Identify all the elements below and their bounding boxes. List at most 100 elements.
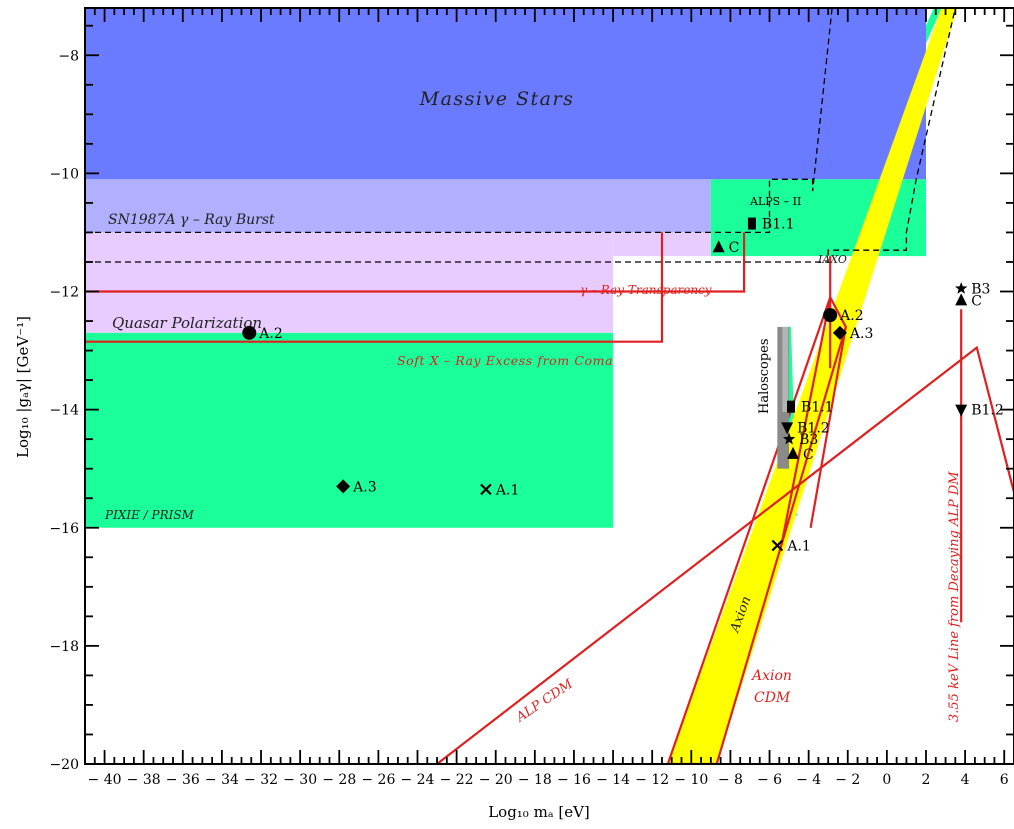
label-sn1987a: SN1987A γ – Ray Burst xyxy=(108,212,275,228)
point-label: A.2 xyxy=(839,308,863,324)
square-marker xyxy=(787,400,796,413)
circle-marker xyxy=(242,325,257,340)
region-3 xyxy=(85,179,711,233)
point-label: B1.2 xyxy=(797,420,830,436)
x-marker-b xyxy=(771,539,784,552)
x-tick-label: − 32 xyxy=(244,772,278,788)
label-haloscopes: Haloscopes xyxy=(757,338,772,414)
point-marker-triangle-up xyxy=(712,240,725,253)
diamond-marker xyxy=(832,325,847,340)
x-marker-b xyxy=(480,483,492,496)
red-line-1 xyxy=(85,232,664,343)
x-tick-label: − 18 xyxy=(518,772,552,788)
y-tick-label: −14 xyxy=(49,403,79,419)
point-marker-star xyxy=(955,282,968,294)
point-marker-triangle-up xyxy=(786,446,799,459)
regions-layer xyxy=(85,8,958,764)
label-soft-x-ray: Soft X – Ray Excess from Coma xyxy=(397,353,613,368)
point-marker-diamond xyxy=(336,479,351,494)
data-points: A.1A.1A.2A.2A.3A.3B1.1B1.1B1.2B1.2B3B3CC… xyxy=(242,217,1004,554)
diamond-marker xyxy=(336,479,351,494)
region-5 xyxy=(85,8,926,180)
x-tick-label: − 26 xyxy=(361,772,395,788)
point-marker-circle xyxy=(823,308,838,323)
point-label: A.1 xyxy=(495,482,519,498)
y-axis-title: Log₁₀ |gₐγ| [GeV⁻¹] xyxy=(14,316,32,458)
x-tick-label: − 36 xyxy=(166,772,200,788)
star-marker xyxy=(782,432,796,445)
x-tick-label: − 40 xyxy=(88,772,122,788)
triangle-down-marker xyxy=(955,404,968,417)
point-label: B3 xyxy=(971,282,990,298)
x-tick-label: − 12 xyxy=(635,772,669,788)
label-massive-stars: Massive Stars xyxy=(419,88,575,110)
axis-ticks: − 40− 38− 36− 34− 32− 30− 28− 26− 24− 22… xyxy=(49,8,1014,788)
point-marker-diamond xyxy=(832,325,847,340)
x-tick-label: − 38 xyxy=(127,772,161,788)
x-tick-label: − 6 xyxy=(757,772,782,788)
x-tick-label: 4 xyxy=(961,772,970,788)
label-axion-cdm-1: Axion xyxy=(750,668,792,684)
region-6 xyxy=(926,8,942,44)
x-tick-label: − 20 xyxy=(479,772,513,788)
x-tick-label: − 28 xyxy=(322,772,356,788)
label-quasar-polarization: Quasar Polarization xyxy=(112,314,262,332)
triangle-up-marker xyxy=(712,240,725,253)
x-tick-label: − 4 xyxy=(796,772,821,788)
x-axis-title: Log₁₀ mₐ [eV] xyxy=(488,803,590,821)
label-axion-cdm-2: CDM xyxy=(754,690,791,706)
point-marker-square xyxy=(747,217,756,230)
point-marker-x xyxy=(771,539,784,552)
x-tick-label: − 2 xyxy=(835,772,860,788)
dashed-lines-layer xyxy=(85,8,956,263)
x-tick-label: 6 xyxy=(1000,772,1009,788)
point-marker-star xyxy=(782,432,796,445)
red-line-2 xyxy=(436,345,1014,764)
point-label: C xyxy=(803,447,814,463)
plot-frame xyxy=(84,7,1014,765)
x-tick-label: − 22 xyxy=(440,772,474,788)
point-marker-square xyxy=(787,400,796,413)
label-alp-cdm: ALP CDM xyxy=(513,676,576,725)
y-tick-label: −12 xyxy=(49,285,79,301)
label-decaying-alp: 3.55 keV Line from Decaying ALP DM xyxy=(947,471,962,722)
y-tick-label: −16 xyxy=(49,521,79,537)
point-marker-circle xyxy=(242,325,257,340)
dashed-line-0 xyxy=(85,8,833,234)
x-tick-label: − 16 xyxy=(557,772,591,788)
triangle-up-marker xyxy=(786,446,799,459)
x-tick-label: − 34 xyxy=(205,772,239,788)
point-marker-triangle-down xyxy=(781,422,794,435)
frame-rect xyxy=(84,7,1014,765)
label-gamma-ray-transparency: γ – Ray Transparency xyxy=(580,283,712,297)
red-line-4 xyxy=(780,297,832,546)
triangle-down-marker xyxy=(781,422,794,435)
axis-titles: Log₁₀ mₐ [eV] Log₁₀ |gₐγ| [GeV⁻¹] xyxy=(14,316,590,821)
label-iaxo: IAXO xyxy=(817,253,847,266)
triangle-up-marker xyxy=(955,293,968,306)
square-marker xyxy=(747,217,756,230)
point-label: A.1 xyxy=(786,538,810,554)
point-label: C xyxy=(729,240,740,256)
x-tick-label: − 10 xyxy=(674,772,708,788)
red-line-5 xyxy=(809,326,847,528)
point-label: B3 xyxy=(799,432,818,448)
point-marker-triangle-up xyxy=(955,293,968,306)
point-label: A.3 xyxy=(849,326,873,342)
label-alps-ii: ALPS – II xyxy=(749,195,801,208)
x-tick-label: 2 xyxy=(922,772,931,788)
red-line-0 xyxy=(85,232,746,293)
haloscopes-band-light xyxy=(782,326,789,412)
point-label: B1.1 xyxy=(762,217,795,233)
point-label: A.2 xyxy=(258,326,282,342)
y-tick-label: −8 xyxy=(58,48,79,64)
region-1 xyxy=(85,232,614,333)
point-label: B1.1 xyxy=(801,400,834,416)
point-marker-triangle-down xyxy=(955,404,968,417)
red-lines-layer xyxy=(85,232,1014,764)
x-tick-label: − 8 xyxy=(718,772,743,788)
x-tick-label: 0 xyxy=(882,772,891,788)
point-label: A.3 xyxy=(352,479,376,495)
label-pixie-prism: PIXIE / PRISM xyxy=(104,508,195,522)
